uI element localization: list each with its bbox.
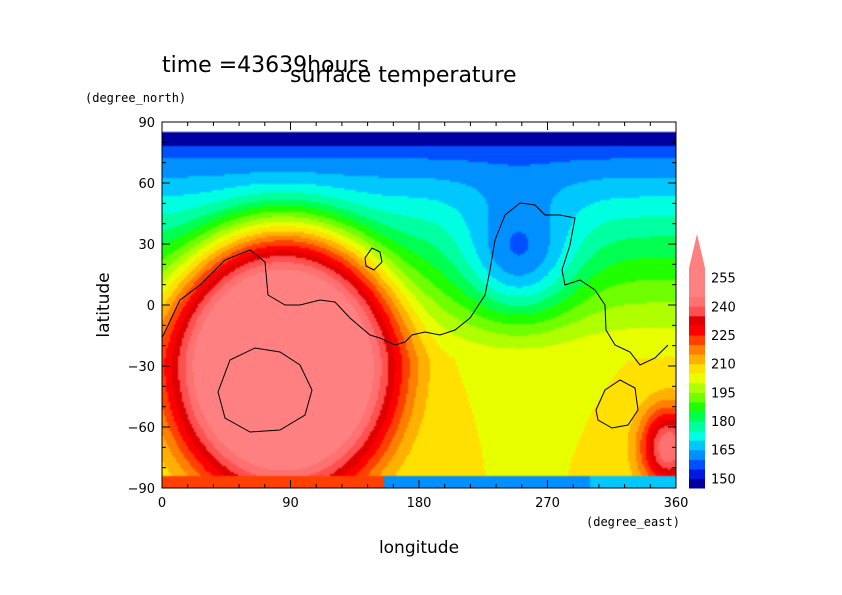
contour-warm-core [217,347,313,433]
colorbar-label: 240 [711,300,736,315]
colorbar-swatch [689,334,705,346]
colorbar-swatch [689,277,705,288]
colorbar-swatch [689,315,705,326]
colorbar-swatch [689,468,705,479]
colorbar-label: 165 [711,444,736,459]
colorbar-swatch [689,459,705,470]
colorbar-swatch [689,306,705,317]
colorbar-label: 180 [711,415,736,430]
colorbar-swatch [689,325,705,336]
x-tick-label: 90 [282,496,299,511]
x-tick-label: 0 [158,496,166,511]
colorbar-label: 255 [711,272,736,287]
y-tick-label: −30 [128,360,155,375]
y-tick-label: −60 [128,421,155,436]
temperature-heatmap [162,122,676,488]
y-tick-labels: 90 60 30 0 −30 −60 −90 [128,116,155,497]
colorbar-swatch [689,363,705,374]
x-tick-label: 270 [535,496,560,511]
colorbar-swatch [689,392,705,403]
colorbar-label: 225 [711,329,736,344]
x-tick-labels: 0 90 180 270 360 [158,496,689,511]
y-tick-label: −90 [128,482,155,497]
y-unit-label: (degree_north) [85,91,186,105]
plot-area [161,121,677,489]
contour-southeast-blob [595,379,639,429]
colorbar-swatch [689,287,705,298]
colorbar-swatch [689,421,705,432]
x-tick-label: 180 [407,496,432,511]
colorbar-swatch [689,401,705,412]
colorbar-extend-arrow [689,234,705,268]
y-tick-label: 90 [138,116,155,131]
colorbar-swatch [689,354,705,365]
x-tick-label: 360 [664,496,689,511]
continent-outlines [161,202,669,433]
colorbar-swatch [689,478,705,489]
colorbar-swatch [689,430,705,441]
time-label: time =43639hours [162,53,369,78]
chart-title: surface temperature [290,63,517,88]
colorbar-swatch [689,382,705,393]
tick-marks [161,121,677,489]
colorbar-swatch [689,268,705,279]
contour-large-continent [161,202,669,366]
colorbar [689,234,705,489]
colorbar-swatch [689,449,705,460]
colorbar-swatch [689,344,705,355]
colorbar-swatch [689,373,705,384]
colorbar-label: 210 [711,358,736,373]
x-axis-title: longitude [379,538,459,558]
colorbar-labels: 150 165 180 195 210 225 240 255 [711,272,736,488]
colorbar-label: 195 [711,386,736,401]
colorbar-label: 150 [711,472,736,487]
y-tick-label: 0 [147,299,155,314]
y-tick-label: 60 [138,177,155,192]
y-tick-label: 30 [138,238,155,253]
colorbar-swatch [689,296,705,307]
contour-island [364,247,383,271]
y-axis-title: latitude [94,272,114,337]
colorbar-swatch [689,411,705,422]
colorbar-swatch [689,440,705,451]
x-unit-label: (degree_east) [586,515,680,529]
